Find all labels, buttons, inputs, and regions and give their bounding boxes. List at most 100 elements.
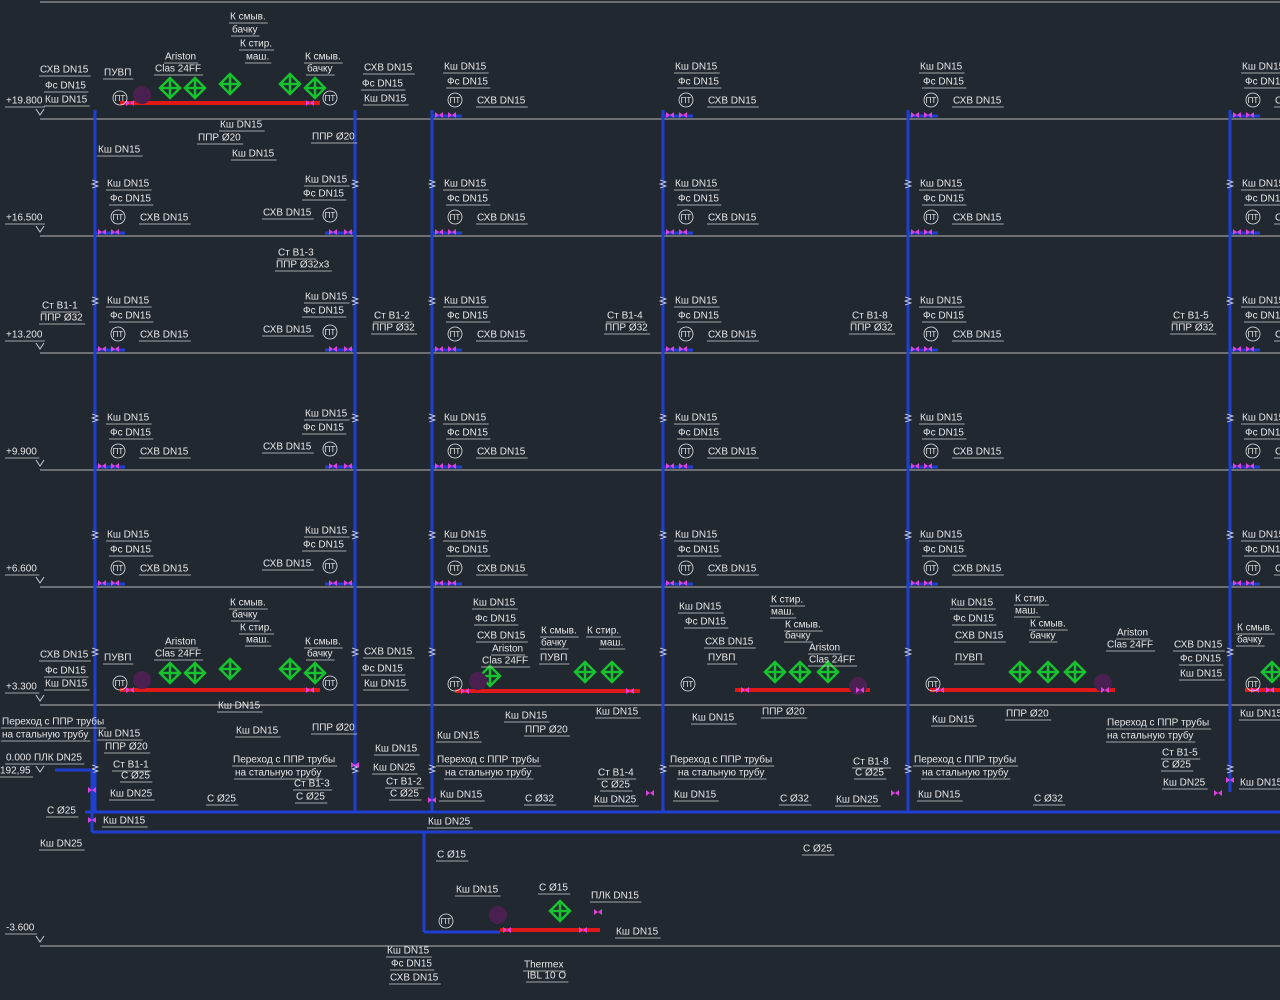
meter-label: ПТ xyxy=(450,96,461,105)
meter xyxy=(112,675,128,691)
bath-label: Кш DN15 xyxy=(505,711,548,722)
riser-support xyxy=(350,413,360,423)
bath-label: Clas 24FF xyxy=(1107,640,1153,651)
bath-label: ПУВП xyxy=(708,653,735,664)
label: Кш DN15 xyxy=(920,296,963,307)
valve xyxy=(679,463,687,469)
meter-label: ПТ xyxy=(450,447,461,456)
fixture xyxy=(1260,660,1280,684)
riser-support xyxy=(903,530,913,540)
label: Кш DN15 xyxy=(305,409,348,420)
label: Кш DN15 xyxy=(107,530,150,541)
riser-support xyxy=(903,179,913,189)
bath-label: К стир. xyxy=(240,623,272,634)
meter xyxy=(923,92,939,108)
bath-label: маш. xyxy=(1015,606,1038,617)
bath-label: Кш DN15 xyxy=(45,95,88,106)
meter-label: ПТ xyxy=(1248,680,1259,689)
valve xyxy=(306,100,314,106)
meter xyxy=(678,560,694,576)
riser-support xyxy=(427,413,437,423)
meter xyxy=(322,207,338,223)
bath-label: Фс DN15 xyxy=(1180,654,1221,665)
fixture xyxy=(600,660,624,684)
basement-label: Кш DN15 xyxy=(456,885,499,896)
basement-label: Кш DN15 xyxy=(387,946,430,957)
label: СХВ DN15 xyxy=(477,213,526,224)
label: Кш DN15 xyxy=(107,413,150,424)
riser-support xyxy=(1225,296,1235,306)
riser-pipe: ППР Ø32 xyxy=(605,323,648,334)
meter xyxy=(438,913,454,929)
bath-label: Ariston xyxy=(492,644,523,655)
main-label: Переход с ППР трубы xyxy=(233,754,335,766)
bath-label: СХВ DN15 xyxy=(40,650,89,661)
heater xyxy=(133,86,151,104)
bath-label: Ariston xyxy=(809,643,840,654)
label: Кш DN15 xyxy=(107,296,150,307)
meter-label: ПТ xyxy=(683,680,694,689)
meter-label: ПТ xyxy=(325,211,336,220)
bath-label: бачку xyxy=(307,648,333,660)
main-label: Переход с ППР трубы xyxy=(2,716,104,728)
valve xyxy=(428,797,436,803)
meter-label: ПТ xyxy=(115,679,126,688)
riser-support xyxy=(427,179,437,189)
basement-label: Кш DN15 xyxy=(616,927,659,938)
level-label: +9.900 xyxy=(6,447,37,458)
label: Фс DN15 xyxy=(447,194,488,205)
label: Фс DN15 xyxy=(110,428,151,439)
meter-label: ПТ xyxy=(325,679,336,688)
bath-label: СХВ DN15 xyxy=(364,63,413,74)
meter-label: ПТ xyxy=(450,564,461,573)
valve xyxy=(1101,687,1109,693)
label: Фс DN15 xyxy=(923,311,964,322)
label: Фс DN15 xyxy=(110,311,151,322)
level-arrow xyxy=(35,459,45,467)
bath-label: Кш DN15 xyxy=(1240,709,1280,720)
valve xyxy=(911,229,919,235)
main-label: Переход с ППР трубы xyxy=(1107,717,1209,729)
riser-support xyxy=(658,647,668,657)
fixture xyxy=(788,660,812,684)
valve xyxy=(666,229,674,235)
basement-label: Фс DN15 xyxy=(391,959,432,970)
bath-label: Ariston xyxy=(1117,628,1148,639)
bath-label: К смыв. xyxy=(1237,623,1273,634)
valve xyxy=(891,790,899,796)
bath-label: бачку xyxy=(232,24,258,36)
riser-support xyxy=(1225,647,1235,657)
main-label: Кш DN15 xyxy=(1240,778,1280,789)
meter xyxy=(447,326,463,342)
main-label: С Ø25 xyxy=(1162,760,1191,771)
bath-label: ППР Ø20 xyxy=(525,725,568,736)
riser-label: Ст В1-8 xyxy=(852,311,888,322)
fixture xyxy=(303,76,327,100)
bath-label: Фс DN15 xyxy=(362,79,403,90)
valve xyxy=(435,463,443,469)
label: Кш DN15 xyxy=(107,179,150,190)
main-label: С Ø25 xyxy=(803,844,832,855)
bath-label: маш. xyxy=(600,638,623,649)
label: Фс DN15 xyxy=(1245,428,1280,439)
bath-label: Кш DN15 xyxy=(1180,669,1223,680)
valve xyxy=(856,687,864,693)
fixture xyxy=(158,661,182,685)
fixture xyxy=(573,660,597,684)
fixture xyxy=(763,660,787,684)
riser-pipe: ППР Ø32 xyxy=(850,323,893,334)
riser-support xyxy=(1225,179,1235,189)
meter-label: ПТ xyxy=(1248,213,1259,222)
bath-label: бачку xyxy=(1237,634,1263,646)
label: Кш DN15 xyxy=(675,179,718,190)
meter xyxy=(322,558,338,574)
valve xyxy=(329,463,337,469)
label: Фс DN15 xyxy=(447,77,488,88)
main-label: С Ø32 xyxy=(780,794,809,805)
valve xyxy=(448,346,456,352)
main-label: Кш DN15 xyxy=(440,790,483,801)
valve xyxy=(503,927,511,933)
valve xyxy=(924,463,932,469)
bath-label: ППР Ø20 xyxy=(198,133,241,144)
meter xyxy=(1245,443,1261,459)
